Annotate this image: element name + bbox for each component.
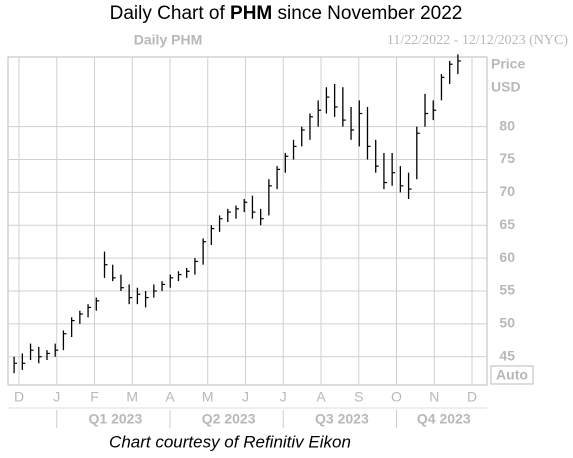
- y-tick-label: 60: [499, 249, 515, 265]
- chart-title: Daily Chart of PHM since November 2022: [110, 3, 463, 24]
- y-tick-label: 45: [499, 347, 515, 363]
- y-tick-label: 75: [499, 150, 515, 166]
- month-label: F: [90, 389, 99, 405]
- month-label: D: [14, 389, 24, 405]
- month-label: S: [354, 389, 363, 405]
- month-label: D: [467, 389, 477, 405]
- y-tick-label: 65: [499, 216, 515, 232]
- y-tick-label: 70: [499, 183, 515, 199]
- month-label: M: [126, 389, 138, 405]
- bars: [13, 54, 461, 374]
- quarter-label: Q1 2023: [89, 411, 143, 427]
- y-tick-label: 55: [499, 282, 515, 298]
- scale-button-label[interactable]: Auto: [496, 367, 528, 383]
- panel-title: Daily PHM: [134, 32, 202, 48]
- y-unit: USD: [491, 79, 521, 95]
- footer: Chart courtesy of Refinitiv Eikon: [109, 432, 351, 451]
- month-label: J: [53, 389, 60, 405]
- scale-button[interactable]: [490, 365, 534, 385]
- title-prefix: Daily Chart of: [110, 3, 230, 24]
- quarter-label: Q2 2023: [202, 411, 256, 427]
- month-label: N: [429, 389, 439, 405]
- quarter-label: Q4 2023: [417, 411, 471, 427]
- y-tick-label: 80: [499, 117, 515, 133]
- y-label: Price: [491, 56, 525, 72]
- quarter-label: Q3 2023: [315, 411, 369, 427]
- month-label: J: [280, 389, 287, 405]
- grid: [8, 57, 487, 385]
- month-label: O: [391, 389, 402, 405]
- month-label: M: [202, 389, 214, 405]
- month-label: A: [165, 389, 175, 405]
- plot-frame: [7, 56, 488, 386]
- title-suffix: since November 2022: [272, 3, 462, 24]
- month-label: J: [242, 389, 249, 405]
- ticker: PHM: [230, 3, 272, 24]
- date-range: 11/22/2022 - 12/12/2023 (NYC): [387, 33, 568, 48]
- y-tick-label: 50: [499, 315, 515, 331]
- month-label: A: [316, 389, 326, 405]
